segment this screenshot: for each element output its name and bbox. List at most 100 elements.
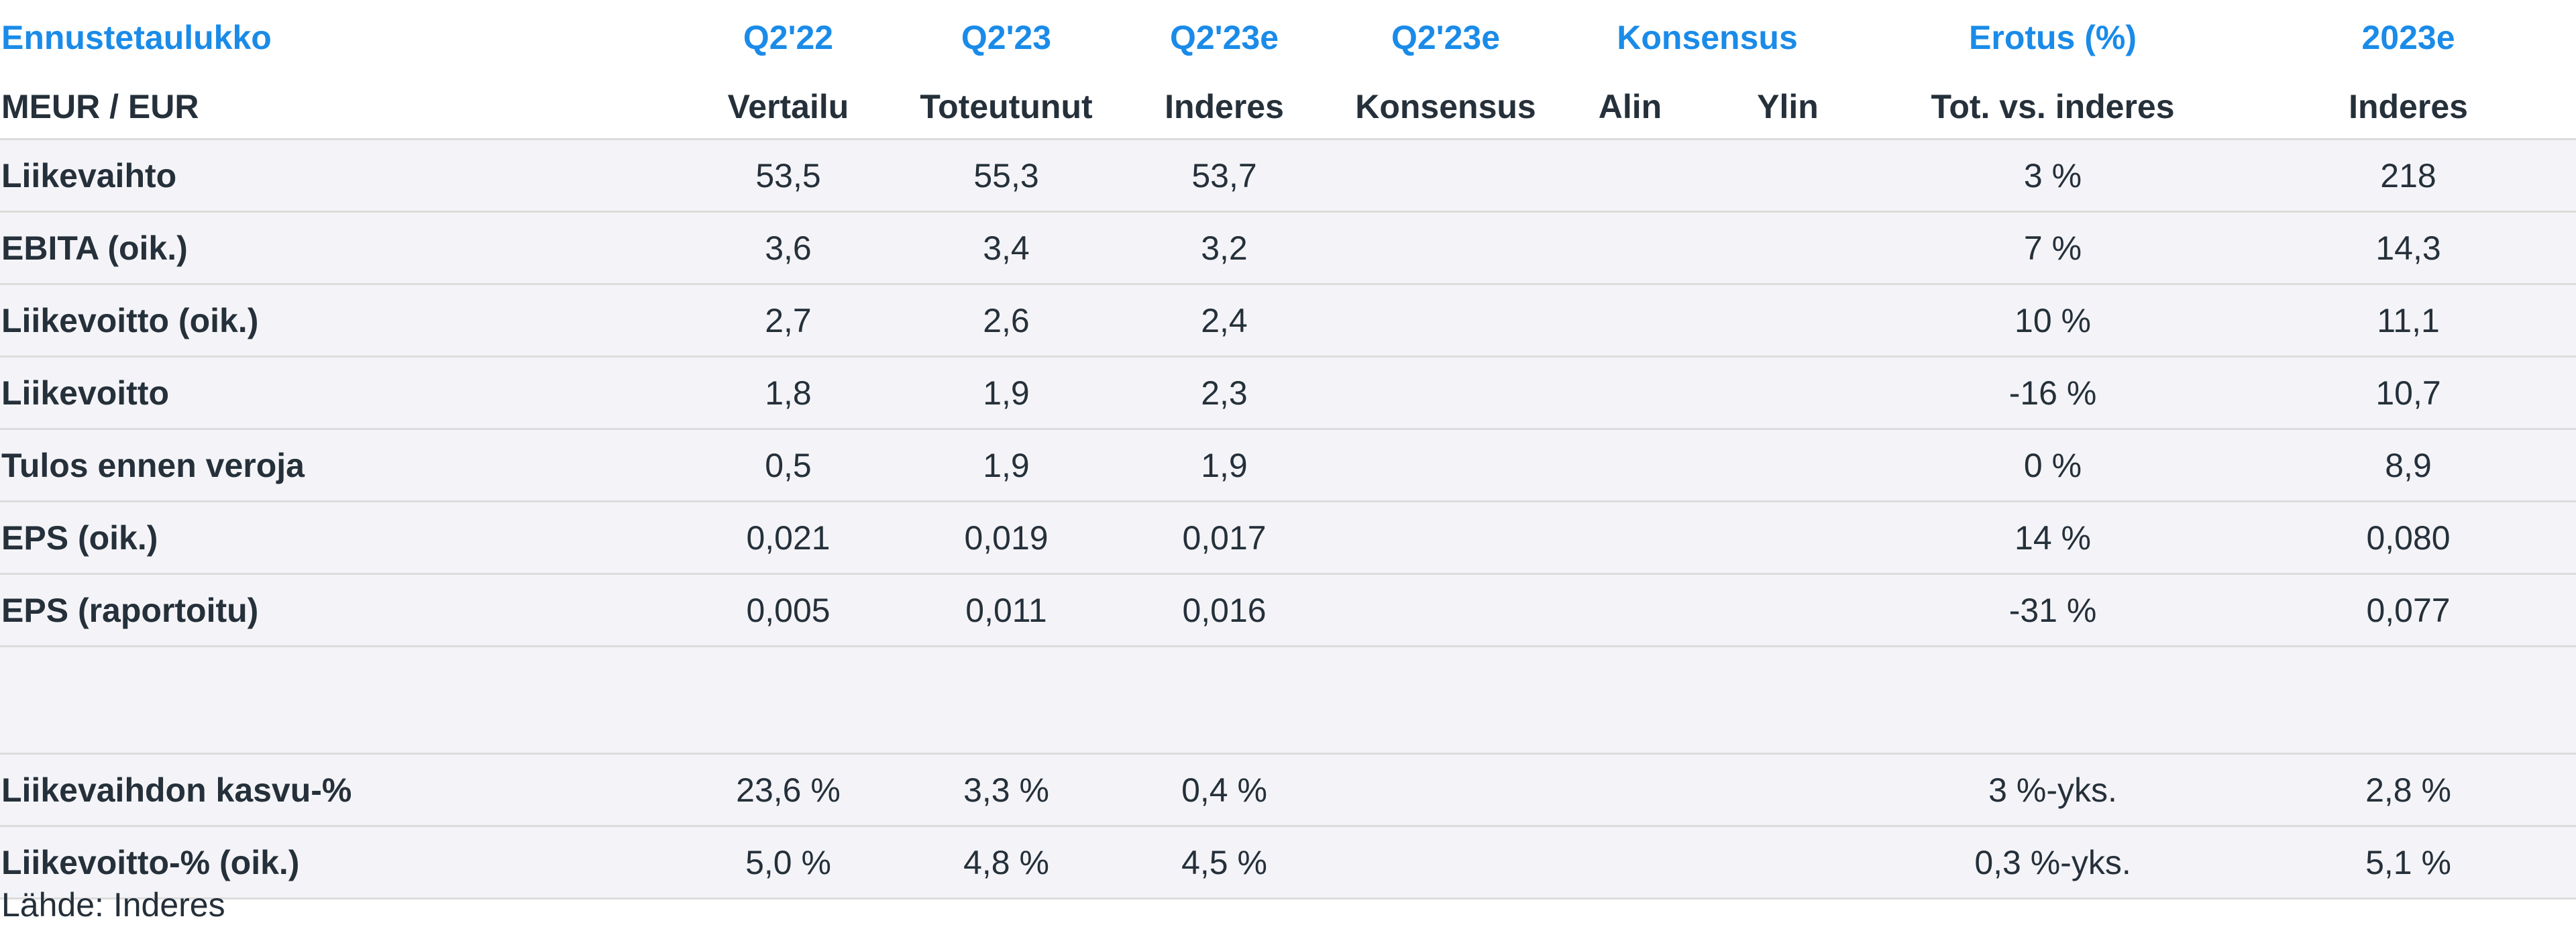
row-label: Liikevoitto (oik.) <box>0 284 671 358</box>
subheader-vertailu: Vertailu <box>671 75 906 140</box>
cell-inderes: 3,2 <box>1107 211 1342 285</box>
cell-toteutunut: 2,6 <box>906 284 1107 358</box>
cell-ylin <box>1711 753 1866 827</box>
cell-konsensus <box>1342 356 1550 430</box>
cell-y2023: 0,077 <box>2241 573 2576 647</box>
cell-y2023: 10,7 <box>2241 356 2576 430</box>
cell-toteutunut: 0,011 <box>906 573 1107 647</box>
cell-vertailu: 0,021 <box>671 501 906 575</box>
cell-inderes: 0,4 % <box>1107 753 1342 827</box>
cell-vertailu: 0,005 <box>671 573 906 647</box>
row-label: EPS (oik.) <box>0 501 671 575</box>
cell-erotus: 10 % <box>1865 284 2241 358</box>
cell-alin <box>1550 753 1711 827</box>
subheader-konsensus: Konsensus <box>1342 75 1550 140</box>
table-row: Liikevaihto 53,5 55,3 53,7 3 % 218 <box>0 139 2576 213</box>
row-label: EPS (raportoitu) <box>0 573 671 647</box>
cell-y2023: 11,1 <box>2241 284 2576 358</box>
cell-ylin <box>1711 573 1866 647</box>
cell-ylin <box>1711 501 1866 575</box>
unit-label: MEUR / EUR <box>0 75 671 140</box>
cell-inderes: 4,5 % <box>1107 826 1342 899</box>
cell-alin <box>1550 284 1711 358</box>
header-consensus-group: Konsensus <box>1617 19 1798 56</box>
table-row: Tulos ennen veroja 0,5 1,9 1,9 0 % 8,9 <box>0 429 2576 502</box>
cell-vertailu: 0,5 <box>671 429 906 502</box>
row-label: EBITA (oik.) <box>0 211 671 285</box>
cell-vertailu: 3,6 <box>671 211 906 285</box>
cell-inderes: 1,9 <box>1107 429 1342 502</box>
cell-vertailu: 5,0 % <box>671 826 906 899</box>
cell-konsensus <box>1342 139 1550 213</box>
subheader-inderes-2023: Inderes <box>2241 75 2576 140</box>
subheader-tot-vs-inderes: Tot. vs. inderes <box>1865 75 2241 140</box>
header-period-q2-23: Q2'23 <box>961 19 1052 56</box>
header-row-2: MEUR / EUR Vertailu Toteutunut Inderes K… <box>0 75 2576 140</box>
cell-toteutunut: 4,8 % <box>906 826 1107 899</box>
cell-vertailu: 2,7 <box>671 284 906 358</box>
cell-y2023: 8,9 <box>2241 429 2576 502</box>
cell-toteutunut: 55,3 <box>906 139 1107 213</box>
table-row: EPS (oik.) 0,021 0,019 0,017 14 % 0,080 <box>0 501 2576 575</box>
cell-ylin <box>1711 211 1866 285</box>
cell-konsensus <box>1342 826 1550 899</box>
subheader-alin: Alin <box>1550 75 1711 140</box>
header-2023e: 2023e <box>2361 19 2455 56</box>
table-row: EBITA (oik.) 3,6 3,4 3,2 7 % 14,3 <box>0 211 2576 285</box>
cell-alin <box>1550 501 1711 575</box>
cell-ylin <box>1711 826 1866 899</box>
cell-ylin <box>1711 284 1866 358</box>
table-row: Liikevaihdon kasvu-% 23,6 % 3,3 % 0,4 % 3 %-… <box>0 753 2576 827</box>
cell-alin <box>1550 356 1711 430</box>
cell-konsensus <box>1342 429 1550 502</box>
cell-ylin <box>1711 139 1866 213</box>
cell-inderes: 2,3 <box>1107 356 1342 430</box>
cell-konsensus <box>1342 284 1550 358</box>
cell-y2023: 5,1 % <box>2241 826 2576 899</box>
cell-erotus: 0,3 %-yks. <box>1865 826 2241 899</box>
cell-inderes: 2,4 <box>1107 284 1342 358</box>
cell-alin <box>1550 429 1711 502</box>
cell-ylin <box>1711 429 1866 502</box>
header-difference: Erotus (%) <box>1969 19 2137 56</box>
cell-konsensus <box>1342 501 1550 575</box>
cell-inderes: 0,017 <box>1107 501 1342 575</box>
spacer-row <box>0 646 2576 755</box>
header-period-q2-23e-consensus: Q2'23e <box>1391 19 1500 56</box>
cell-toteutunut: 3,3 % <box>906 753 1107 827</box>
cell-vertailu: 23,6 % <box>671 753 906 827</box>
cell-y2023: 0,080 <box>2241 501 2576 575</box>
cell-toteutunut: 3,4 <box>906 211 1107 285</box>
cell-vertailu: 53,5 <box>671 139 906 213</box>
cell-y2023: 2,8 % <box>2241 753 2576 827</box>
table-row: Liikevoitto 1,8 1,9 2,3 -16 % 10,7 <box>0 356 2576 430</box>
cell-alin <box>1550 139 1711 213</box>
cell-toteutunut: 1,9 <box>906 356 1107 430</box>
cell-alin <box>1550 573 1711 647</box>
row-label: Liikevoitto <box>0 356 671 430</box>
cell-vertailu: 1,8 <box>671 356 906 430</box>
source-note: Lähde: Inderes <box>1 886 225 924</box>
cell-erotus: 3 % <box>1865 139 2241 213</box>
cell-alin <box>1550 211 1711 285</box>
table-row: Liikevoitto-% (oik.) 5,0 % 4,8 % 4,5 % 0,3 %… <box>0 826 2576 899</box>
cell-erotus: -31 % <box>1865 573 2241 647</box>
cell-inderes: 0,016 <box>1107 573 1342 647</box>
subheader-toteutunut: Toteutunut <box>906 75 1107 140</box>
table-row: EPS (raportoitu) 0,005 0,011 0,016 -31 % 0,07… <box>0 573 2576 647</box>
header-period-q2-22: Q2'22 <box>743 19 834 56</box>
row-label: Liikevoitto-% (oik.) <box>0 826 671 899</box>
table-row: Liikevoitto (oik.) 2,7 2,6 2,4 10 % 11,1 <box>0 284 2576 358</box>
cell-toteutunut: 1,9 <box>906 429 1107 502</box>
cell-erotus: -16 % <box>1865 356 2241 430</box>
cell-erotus: 3 %-yks. <box>1865 753 2241 827</box>
cell-erotus: 14 % <box>1865 501 2241 575</box>
subheader-ylin: Ylin <box>1711 75 1866 140</box>
cell-erotus: 0 % <box>1865 429 2241 502</box>
row-label: Liikevaihto <box>0 139 671 213</box>
forecast-table: Ennustetaulukko Q2'22 Q2'23 Q2'23e Q2'23… <box>0 19 2576 899</box>
row-label: Liikevaihdon kasvu-% <box>0 753 671 827</box>
cell-toteutunut: 0,019 <box>906 501 1107 575</box>
cell-y2023: 218 <box>2241 139 2576 213</box>
